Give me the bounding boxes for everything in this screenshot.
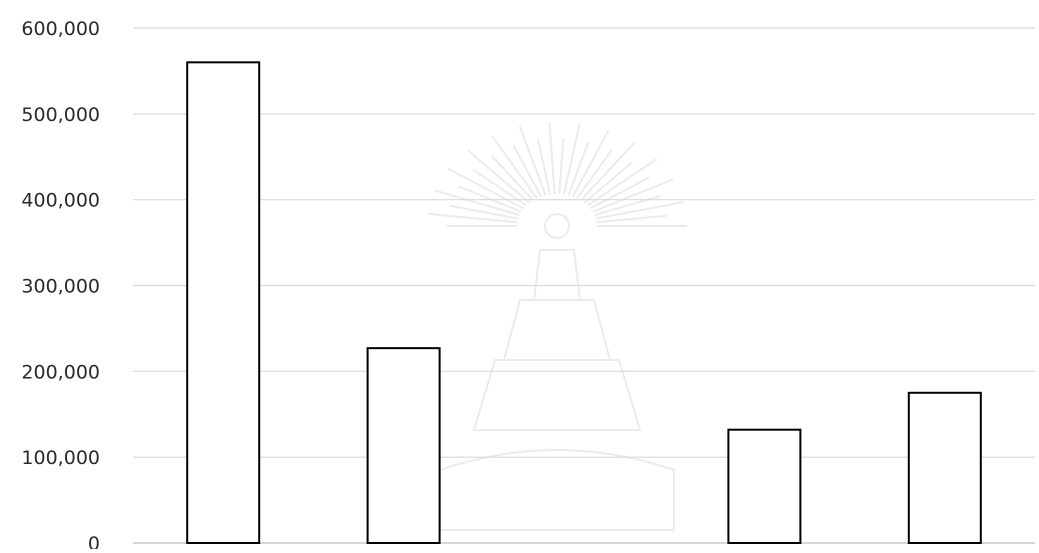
y-tick-label: 500,000 [21,104,100,126]
y-tick-label: 300,000 [21,276,100,298]
university-emblem-watermark-icon [427,122,687,531]
y-tick-label: 200,000 [21,361,100,383]
y-axis-tick-labels: 0 100,000 200,000 300,000 400,000 500,000 600,… [21,18,100,553]
bar-1 [186,61,261,544]
bar-2 [366,347,441,544]
gridlines [133,27,1035,544]
y-tick-label: 400,000 [21,190,100,212]
bars [186,61,982,545]
y-tick-label: 600,000 [21,18,100,40]
bar-5 [907,391,982,544]
y-tick-label: 100,000 [21,447,100,469]
y-tick-label: 0 [88,533,100,549]
bar-4 [727,428,802,545]
